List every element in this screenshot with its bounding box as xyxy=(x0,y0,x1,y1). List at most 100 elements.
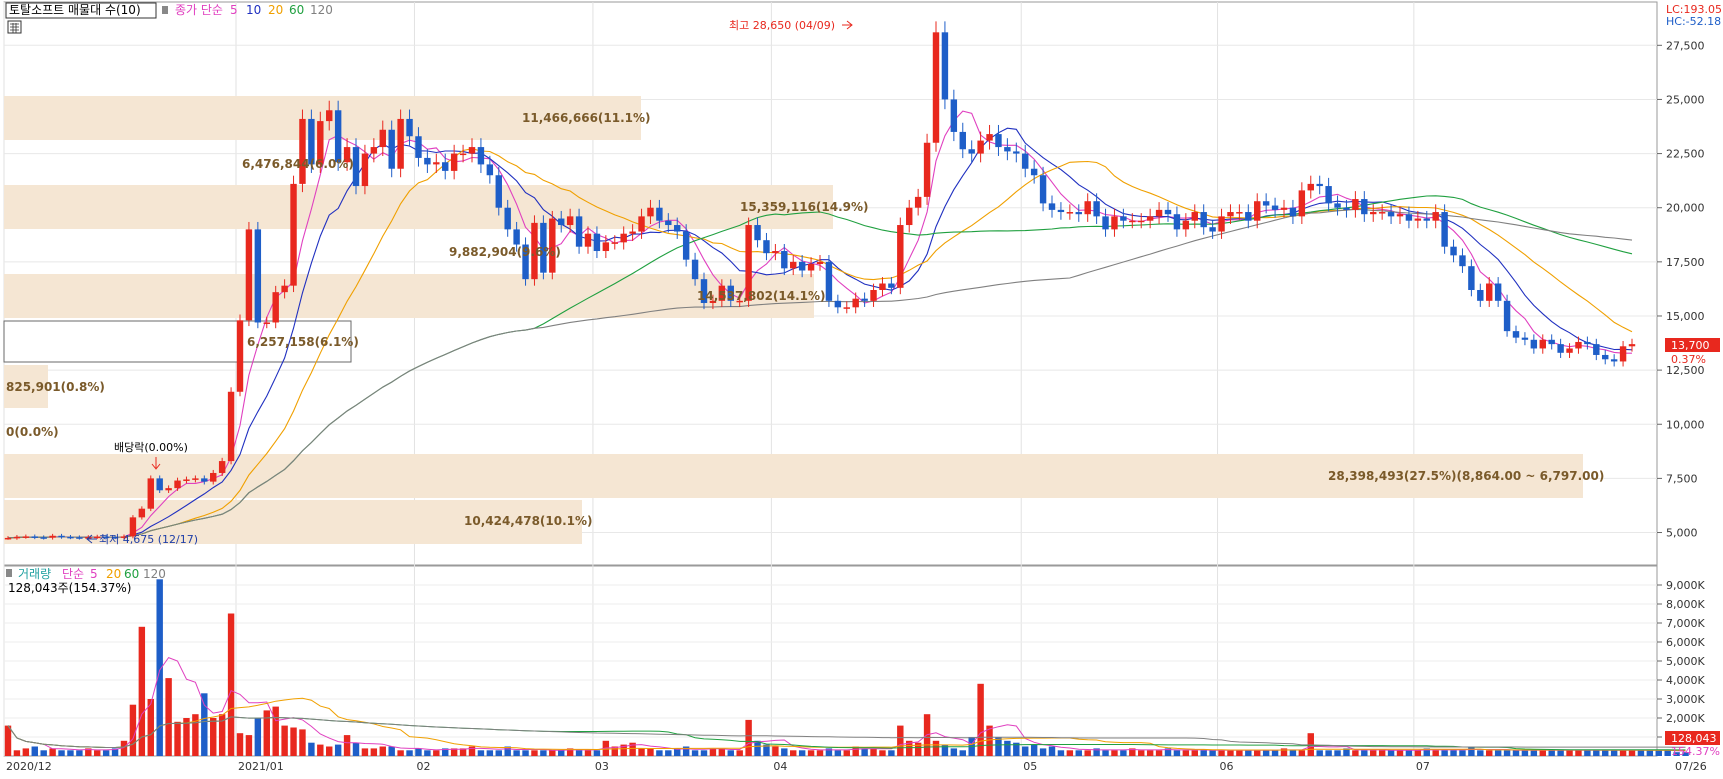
candle-body xyxy=(4,537,12,540)
volume-bar xyxy=(1441,750,1448,756)
volume-bar xyxy=(1548,750,1555,756)
volume-bar xyxy=(1396,750,1404,756)
candle-body xyxy=(58,535,65,538)
volume-bar xyxy=(1468,746,1475,756)
candle-body xyxy=(1200,212,1207,228)
arrow-right-icon xyxy=(842,20,853,30)
profile-label: 9,882,904(9.6%) xyxy=(449,245,561,259)
volume-bar xyxy=(450,748,458,756)
profile-band xyxy=(4,274,814,318)
volume-bar xyxy=(22,748,30,756)
volume-axis: 1,000K2,000K3,000K4,000K5,000K6,000K7,00… xyxy=(1657,579,1705,744)
dividend-annotation: 배당락(0.00%) xyxy=(114,441,188,454)
volume-bar xyxy=(1343,748,1350,756)
candle-body xyxy=(1378,212,1386,214)
candle-body xyxy=(1146,216,1154,221)
volume-bar xyxy=(941,744,949,756)
price-badge-text: 13,700 xyxy=(1671,339,1710,352)
volume-bar xyxy=(31,746,38,756)
candle-body xyxy=(1325,186,1332,204)
volume-bar xyxy=(816,750,824,756)
profile-label: 14,537,802(14.1%) xyxy=(697,289,826,303)
volume-bar xyxy=(531,750,538,756)
volume-bar xyxy=(1120,750,1127,756)
candle-body xyxy=(1450,246,1457,256)
title-box[interactable] xyxy=(5,2,157,19)
candle-body xyxy=(807,264,815,271)
volume-badge xyxy=(1665,731,1720,745)
candle-body xyxy=(977,140,984,154)
profile-label: 11,466,666(11.1%) xyxy=(522,111,651,125)
candle-body xyxy=(629,231,636,234)
candle-body xyxy=(1584,341,1591,345)
volume-bar xyxy=(709,748,717,756)
volume-bar xyxy=(254,718,262,756)
volume-bar xyxy=(4,725,12,756)
candle-body xyxy=(361,153,369,187)
volume-bar xyxy=(468,746,476,756)
candle-body xyxy=(1396,214,1404,217)
volume-bar xyxy=(1673,752,1680,756)
candle-body xyxy=(1022,153,1029,169)
candle-body xyxy=(299,118,306,184)
candle-body xyxy=(1512,331,1520,338)
candle-body xyxy=(67,536,74,539)
candle-body xyxy=(486,164,494,176)
volume-bar xyxy=(540,750,547,756)
volume-bar xyxy=(1602,750,1609,756)
candle-body xyxy=(852,298,859,308)
candle-body xyxy=(1441,212,1448,247)
candle-body xyxy=(790,261,797,269)
candle-body xyxy=(941,32,949,100)
volume-tick-label: 3,000K xyxy=(1666,693,1705,706)
volume-bar xyxy=(156,579,163,756)
volume-bar xyxy=(1610,750,1618,756)
volume-bar xyxy=(397,750,404,756)
volume-current: 128,043주(154.37%) xyxy=(8,581,131,595)
candle-body xyxy=(40,537,47,539)
candle-body xyxy=(308,118,315,165)
candle-body xyxy=(950,99,958,132)
high-annotation: 최고 28,650 (04/09) xyxy=(729,19,835,32)
candle-body xyxy=(352,147,360,187)
candle-body xyxy=(682,231,690,260)
volume-bar xyxy=(1066,750,1074,756)
volume-bar xyxy=(647,748,654,756)
candle-body xyxy=(1530,339,1538,349)
price-tick-label: 12,500 xyxy=(1666,364,1705,377)
candle-body xyxy=(1164,209,1172,215)
candle-body xyxy=(76,537,83,539)
profile-labels: 11,466,666(11.1%) 6,476,844(6.0%) 15,359… xyxy=(6,111,1604,528)
volume-bar xyxy=(513,750,520,756)
volume-bar xyxy=(897,725,904,756)
date-tick-label: 04 xyxy=(773,760,787,773)
volume-bar xyxy=(852,746,859,756)
volume-bar xyxy=(1459,750,1466,756)
candle-body xyxy=(879,283,886,290)
candle-body xyxy=(22,536,30,538)
volume-ma120-line xyxy=(7,716,1686,748)
candle-body xyxy=(129,517,137,537)
volume-bar xyxy=(326,746,333,756)
volume-bar xyxy=(352,742,360,756)
volume-bar xyxy=(1646,750,1654,756)
candle-body xyxy=(1334,203,1341,208)
candle-body xyxy=(531,222,538,280)
candle-body xyxy=(1138,220,1145,223)
volume-moving-averages xyxy=(7,656,1686,752)
volume-bar xyxy=(1682,752,1689,756)
candle-body xyxy=(816,261,824,265)
candle-body xyxy=(995,134,1002,148)
volume-bar xyxy=(1378,750,1386,756)
candle-body xyxy=(1610,359,1618,362)
candle-body xyxy=(888,283,895,288)
volume-bar xyxy=(1655,750,1662,756)
volume-bar xyxy=(299,729,306,756)
candle-body xyxy=(397,118,404,169)
volume-bar xyxy=(94,750,101,756)
candle-body xyxy=(450,153,458,171)
candle-body xyxy=(343,147,351,163)
volume-bar xyxy=(593,750,601,756)
volume-bar xyxy=(406,750,413,756)
